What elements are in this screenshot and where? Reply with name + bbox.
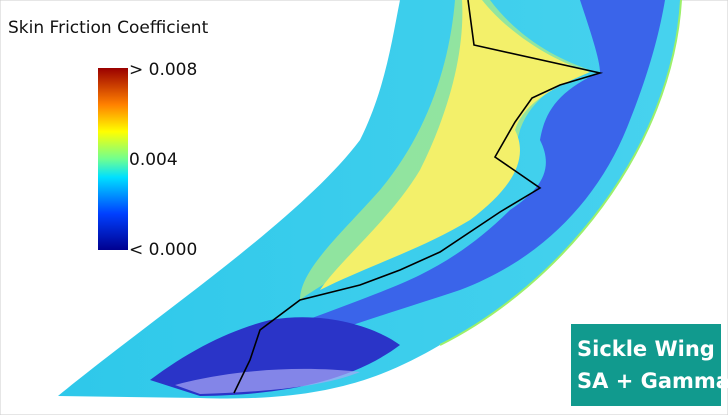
title: Skin Friction Coefficient <box>8 18 209 38</box>
badge-line: Sickle Wing <box>577 337 715 361</box>
colorbar <box>98 68 128 250</box>
figure: Skin Friction Coefficient > 0.008 0.004 … <box>0 0 728 415</box>
colorbar-label: < 0.000 <box>129 240 197 260</box>
colorbar-label: 0.004 <box>129 150 178 170</box>
colorbar-label: > 0.008 <box>129 60 197 80</box>
badge-line: SA + Gamma <box>577 369 728 393</box>
